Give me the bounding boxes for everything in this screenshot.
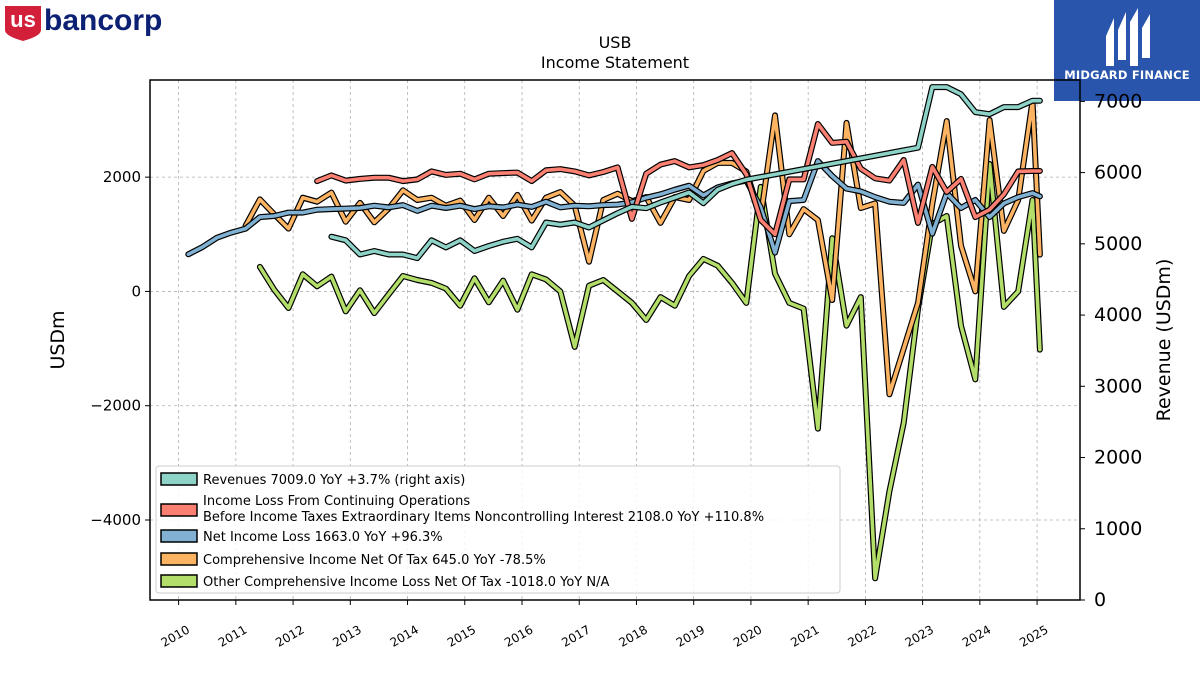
y-right-tick-label: 7000: [1094, 90, 1142, 112]
y-axis-label: USDm: [47, 310, 69, 369]
legend-entry-comprehensive-income: Comprehensive Income Net Of Tax 645.0 Yo…: [203, 553, 546, 568]
midgard-finance-logo: MIDGARD FINANCE: [1054, 0, 1200, 101]
legend-entry-other-comprehensive-income: Other Comprehensive Income Loss Net Of T…: [203, 575, 609, 590]
x-tick-label: 2017: [559, 622, 592, 649]
y-right-tick-label: 4000: [1094, 304, 1142, 326]
x-tick-label: 2016: [502, 622, 535, 649]
x-tick-label: 2023: [903, 622, 936, 649]
series-line-other-comprehensive-income-loss-net-of-tax: [258, 162, 1042, 581]
x-tick-label: 2015: [445, 622, 478, 649]
x-tick-label: 2018: [617, 622, 650, 649]
chart-legend: Revenues 7009.0 YoY +3.7% (right axis) I…: [155, 465, 841, 594]
legend-entry-income-before-taxes-line2: Before Income Taxes Extraordinary Items …: [203, 510, 764, 525]
x-tick-label: 2013: [330, 622, 363, 649]
x-tick-label: 2012: [273, 622, 306, 649]
legend-swatch-income-before-taxes: [160, 503, 198, 517]
series-line-net-income-loss: [186, 159, 1042, 257]
x-tick-label: 2024: [960, 622, 993, 649]
midgard-finance-wordmark: MIDGARD FINANCE: [1064, 68, 1190, 82]
y-axis-right-label: Revenue (USDm): [1153, 259, 1175, 422]
legend-entry-revenues: Revenues 7009.0 YoY +3.7% (right axis): [203, 473, 465, 488]
x-tick-label: 2025: [1017, 622, 1050, 649]
series-line-revenues: [329, 85, 1042, 260]
y-right-tick-label: 0: [1094, 589, 1106, 611]
y-right-tick-label: 2000: [1094, 447, 1142, 469]
chart-subtitle: Income Statement: [541, 53, 689, 72]
legend-swatch-net-income: [160, 529, 198, 543]
plot-frame: [149, 79, 1081, 601]
x-tick-label: 2020: [731, 622, 764, 649]
x-tick-label: 2010: [159, 622, 192, 649]
legend-frame: [155, 465, 841, 594]
usbancorp-logo-bancorp: bancorp: [44, 4, 162, 37]
x-tick-label: 2022: [845, 622, 878, 649]
y-tick-label: −2000: [90, 397, 141, 415]
x-tick-label: 2021: [788, 622, 821, 649]
x-tick-label: 2011: [216, 622, 249, 649]
usbancorp-logo: us bancorp: [5, 4, 162, 41]
chart-series: [185, 84, 1043, 582]
y-tick-label: 2000: [103, 168, 141, 186]
x-tick-label: 2014: [388, 622, 421, 649]
series-line-income-loss-from-continuing-operations-before-income-taxes-extraordinary-items-noncontrolling-interest: [315, 122, 1042, 237]
y-right-tick-label: 1000: [1094, 518, 1142, 540]
usbancorp-shield-icon: [5, 6, 41, 41]
y-tick-label: 0: [131, 282, 141, 300]
legend-swatch-comprehensive-income: [160, 552, 198, 566]
midgard-emblem-icon: [1106, 8, 1150, 66]
chart-title: USB: [599, 33, 632, 52]
usbancorp-logo-us: us: [10, 7, 36, 32]
legend-entry-net-income: Net Income Loss 1663.0 YoY +96.3%: [203, 530, 443, 545]
legend-entry-income-before-taxes: Income Loss From Continuing Operations: [203, 494, 470, 509]
y-right-tick-label: 6000: [1094, 162, 1142, 184]
legend-swatch-revenues: [160, 472, 198, 486]
y-tick-label: −4000: [90, 511, 141, 529]
y-right-tick-label: 3000: [1094, 375, 1142, 397]
y-right-tick-label: 5000: [1094, 233, 1142, 255]
x-tick-label: 2019: [674, 622, 707, 649]
legend-swatch-other-comprehensive-income: [160, 574, 198, 588]
